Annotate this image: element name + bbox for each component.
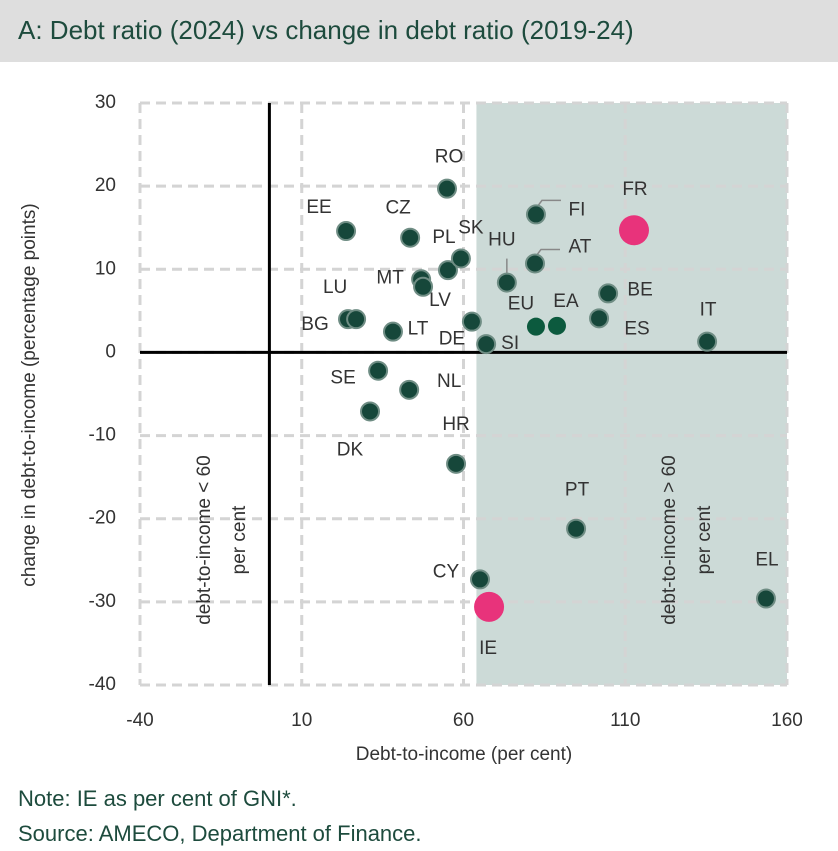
y-tick-label: -20 xyxy=(89,508,116,529)
x-tick-label: 160 xyxy=(771,710,803,731)
region-annotation: per cent xyxy=(694,505,715,574)
point-label: DE xyxy=(439,329,465,350)
x-tick-label: 60 xyxy=(453,710,474,731)
title-bar: A: Debt ratio (2024) vs change in debt r… xyxy=(0,0,838,62)
y-tick-label: -40 xyxy=(89,674,116,695)
point-label: CY xyxy=(433,561,460,582)
y-tick-label: 30 xyxy=(95,92,116,113)
point-label: SK xyxy=(458,217,484,238)
point-label: FI xyxy=(569,199,586,220)
data-point xyxy=(382,321,403,342)
data-point xyxy=(437,178,458,199)
data-point xyxy=(399,379,420,400)
shaded-region xyxy=(476,103,787,685)
point-label: LT xyxy=(408,319,429,340)
y-axis-title: change in debt-to-income (percentage poi… xyxy=(19,203,40,586)
point-label: EU xyxy=(508,294,534,315)
point-label: HU xyxy=(488,230,515,251)
region-annotation: debt-to-income > 60 xyxy=(659,455,680,625)
point-label: BE xyxy=(627,279,652,300)
point-label: MT xyxy=(376,267,404,288)
chart-title: A: Debt ratio (2024) vs change in debt r… xyxy=(18,15,634,45)
point-label: PT xyxy=(565,480,590,501)
chart: -40 -30 -20 -10 0 10 20 30 -40 10 60 110 160 Debt-to-… xyxy=(19,92,803,765)
data-point xyxy=(589,308,610,329)
y-tick-label: -30 xyxy=(89,591,116,612)
data-point xyxy=(598,283,619,304)
data-point xyxy=(474,591,505,622)
point-label: FR xyxy=(622,179,647,200)
point-label: RO xyxy=(435,147,464,168)
data-point xyxy=(413,276,434,297)
point-label: SI xyxy=(501,333,519,354)
data-point xyxy=(450,248,471,269)
point-label: HR xyxy=(442,414,469,435)
point-label: IE xyxy=(479,638,497,659)
point-label: NL xyxy=(437,371,461,392)
x-tick-label: 10 xyxy=(291,710,312,731)
point-label: SE xyxy=(330,368,355,389)
point-label: EE xyxy=(306,197,331,218)
source: Source: AMECO, Department of Finance. xyxy=(18,821,422,846)
point-label: PL xyxy=(432,227,455,248)
data-point xyxy=(476,334,497,355)
data-point xyxy=(755,588,776,609)
data-point xyxy=(346,309,367,330)
point-label: EL xyxy=(755,550,778,571)
data-point xyxy=(525,204,546,225)
data-point xyxy=(526,317,545,336)
y-tick-label: -10 xyxy=(89,425,116,446)
point-label: ES xyxy=(624,318,649,339)
data-point xyxy=(368,360,389,381)
x-tick-label: -40 xyxy=(126,710,153,731)
data-point xyxy=(547,316,566,335)
y-tick-label: 10 xyxy=(95,258,116,279)
point-label: EA xyxy=(553,291,579,312)
point-label: DK xyxy=(337,439,364,460)
point-label: CZ xyxy=(385,198,411,219)
point-label: IT xyxy=(700,300,717,321)
data-point xyxy=(437,260,458,281)
x-axis-title: Debt-to-income (per cent) xyxy=(356,744,572,765)
data-point xyxy=(336,221,357,242)
point-label: LV xyxy=(429,290,451,311)
point-label: LU xyxy=(323,277,347,298)
data-point xyxy=(618,215,649,246)
point-label: AT xyxy=(569,236,592,257)
data-point xyxy=(461,311,482,332)
y-tick-label: 0 xyxy=(105,341,116,362)
note: Note: IE as per cent of GNI*. xyxy=(18,786,297,811)
region-annotation: debt-to-income < 60 xyxy=(194,455,215,625)
y-tick-label: 20 xyxy=(95,175,116,196)
data-point xyxy=(360,401,381,422)
data-point xyxy=(524,253,545,274)
data-point xyxy=(469,569,490,590)
data-point xyxy=(400,227,421,248)
data-point xyxy=(566,518,587,539)
data-point xyxy=(496,272,517,293)
region-annotation: per cent xyxy=(229,505,250,574)
point-label: BG xyxy=(301,314,328,335)
x-tick-label: 110 xyxy=(610,710,640,731)
data-point xyxy=(446,453,467,474)
data-point xyxy=(697,331,718,352)
